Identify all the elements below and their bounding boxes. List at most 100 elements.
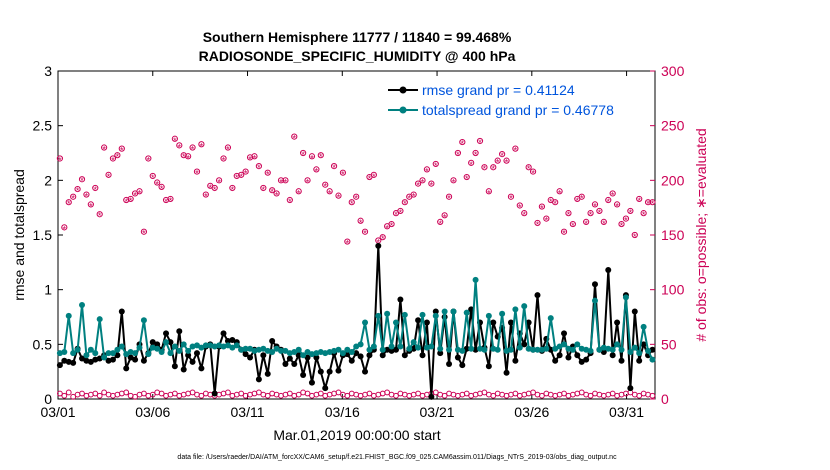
obs-possible-marker bbox=[578, 193, 585, 200]
obs-possible-marker bbox=[282, 177, 289, 184]
obs-possible-marker bbox=[202, 191, 209, 198]
data-file-footer: data file: /Users/raeder/DAI/ATM_forcXX/… bbox=[177, 454, 617, 461]
obs-low-marker bbox=[286, 390, 293, 397]
obs-possible-marker bbox=[587, 210, 594, 217]
obs-evaluated-marker: * bbox=[363, 229, 367, 239]
data-point-totalspread bbox=[171, 343, 178, 350]
obs-low-marker bbox=[587, 392, 594, 399]
data-point-totalspread bbox=[353, 343, 360, 350]
obs-possible-marker bbox=[552, 199, 559, 206]
obs-low-marker bbox=[92, 390, 99, 397]
obs-evaluated-marker: * bbox=[372, 172, 376, 182]
data-point-rmse bbox=[269, 338, 276, 345]
obs-possible-marker bbox=[251, 153, 258, 160]
data-point-rmse bbox=[375, 242, 382, 249]
obs-evaluated-marker: * bbox=[447, 194, 451, 204]
obs-possible-marker bbox=[154, 179, 161, 186]
obs-low-marker bbox=[384, 389, 391, 396]
obs-possible-marker bbox=[543, 215, 550, 222]
obs-evaluated-marker: * bbox=[478, 138, 482, 148]
obs-evaluated-marker: * bbox=[567, 210, 571, 220]
obs-possible-marker bbox=[322, 181, 329, 188]
data-point-rmse bbox=[180, 366, 187, 373]
data-point-totalspread bbox=[185, 347, 192, 354]
obs-evaluated-marker: * bbox=[615, 201, 619, 211]
data-point-rmse bbox=[415, 317, 422, 324]
data-point-totalspread bbox=[348, 348, 355, 355]
obs-evaluated-marker: * bbox=[147, 155, 151, 165]
obs-low-marker bbox=[578, 389, 585, 396]
obs-low-marker bbox=[101, 389, 108, 396]
obs-evaluated-marker: * bbox=[421, 177, 425, 187]
obs-low-marker bbox=[96, 392, 103, 399]
obs-possible-marker bbox=[78, 176, 86, 183]
data-point-totalspread bbox=[304, 348, 311, 355]
data-point-rmse bbox=[574, 352, 581, 359]
obs-evaluated-marker: * bbox=[279, 177, 283, 187]
obs-evaluated-marker: * bbox=[116, 152, 120, 162]
data-point-totalspread bbox=[114, 346, 121, 353]
data-point-totalspread bbox=[534, 346, 541, 353]
obs-low-marker bbox=[56, 390, 63, 397]
obs-evaluated-marker: * bbox=[71, 194, 75, 204]
obs-possible-marker bbox=[569, 220, 576, 228]
data-point-rmse bbox=[282, 361, 289, 368]
obs-evaluated-marker: * bbox=[275, 190, 279, 200]
obs-possible-marker bbox=[238, 171, 245, 178]
data-point-rmse bbox=[229, 336, 236, 343]
obs-evaluated-marker: * bbox=[487, 188, 491, 198]
obs-evaluated-marker: * bbox=[248, 154, 252, 164]
obs-low-marker bbox=[539, 392, 545, 399]
obs-evaluated-marker: * bbox=[545, 216, 549, 226]
obs-evaluated-marker: * bbox=[377, 237, 381, 247]
data-point-totalspread bbox=[516, 344, 523, 351]
obs-possible-marker bbox=[171, 135, 178, 142]
data-point-rmse bbox=[397, 296, 404, 303]
obs-evaluated-marker: * bbox=[611, 190, 615, 200]
data-point-rmse bbox=[123, 365, 130, 372]
obs-possible-marker bbox=[92, 184, 99, 192]
obs-evaluated-marker: * bbox=[319, 152, 323, 162]
data-point-totalspread bbox=[494, 346, 501, 353]
obs-evaluated-marker: * bbox=[173, 136, 177, 146]
data-point-totalspread bbox=[614, 341, 621, 348]
obs-low-marker bbox=[304, 390, 311, 397]
obs-evaluated-marker: * bbox=[354, 194, 358, 204]
data-point-totalspread bbox=[233, 342, 240, 349]
obs-possible-marker bbox=[388, 220, 395, 228]
obs-possible-marker bbox=[83, 191, 90, 198]
obs-evaluated-marker: * bbox=[549, 197, 553, 207]
obs-low-marker bbox=[561, 390, 567, 397]
data-point-totalspread bbox=[366, 346, 373, 353]
obs-evaluated-marker: * bbox=[284, 177, 288, 187]
obs-possible-marker bbox=[56, 155, 63, 162]
data-point-totalspread bbox=[388, 343, 395, 350]
obs-evaluated-marker: * bbox=[430, 181, 434, 191]
obs-evaluated-marker: * bbox=[620, 221, 624, 231]
obs-evaluated-marker: * bbox=[332, 163, 336, 173]
obs-possible-marker bbox=[149, 172, 156, 180]
obs-possible-marker bbox=[123, 196, 130, 204]
data-point-rmse bbox=[56, 362, 63, 369]
obs-possible-marker bbox=[481, 164, 488, 171]
data-point-rmse bbox=[255, 376, 262, 383]
data-point-rmse bbox=[507, 319, 514, 326]
obs-possible-marker bbox=[127, 195, 134, 203]
data-point-rmse bbox=[322, 385, 329, 392]
obs-possible-marker bbox=[224, 144, 232, 151]
obs-evaluated-marker: * bbox=[204, 192, 208, 202]
y-right-tick-label: 250 bbox=[661, 118, 685, 134]
data-point-rmse bbox=[79, 355, 86, 362]
data-point-totalspread bbox=[70, 350, 77, 357]
obs-possible-marker bbox=[246, 154, 254, 161]
data-point-rmse bbox=[154, 341, 161, 348]
data-point-totalspread bbox=[596, 346, 603, 353]
obs-evaluated-marker: * bbox=[337, 193, 341, 203]
obs-evaluated-marker: * bbox=[133, 190, 137, 200]
obs-possible-marker bbox=[220, 155, 227, 162]
obs-evaluated-marker: * bbox=[239, 172, 243, 182]
obs-possible-marker bbox=[459, 138, 466, 146]
obs-possible-marker bbox=[136, 188, 143, 195]
obs-evaluated-marker: * bbox=[505, 158, 509, 168]
